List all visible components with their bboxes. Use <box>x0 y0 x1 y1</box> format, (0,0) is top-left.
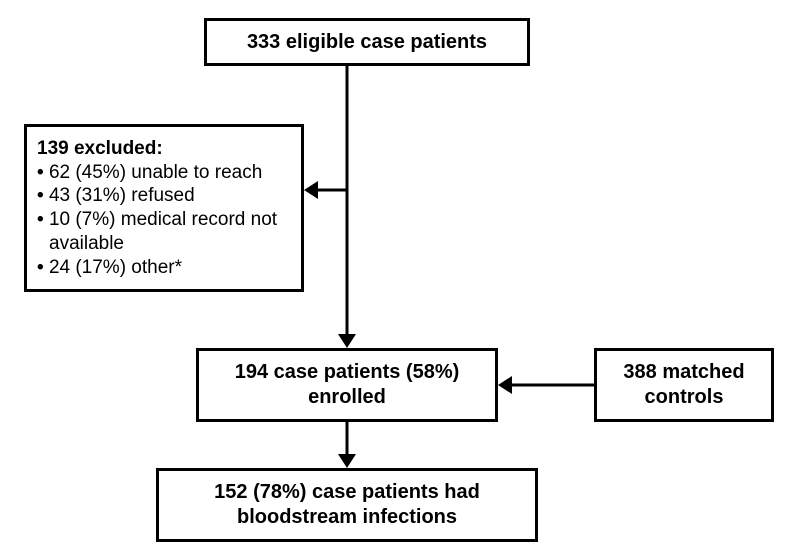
node-bsi-line1: 152 (78%) case patients had <box>159 480 535 505</box>
node-eligible: 333 eligible case patients <box>204 18 530 66</box>
arrowhead-down-icon <box>338 334 356 348</box>
node-eligible-text: 333 eligible case patients <box>207 31 527 54</box>
node-controls-line2: controls <box>597 385 771 410</box>
arrowhead-left-icon <box>498 376 512 394</box>
excluded-bullet: 62 (45%) unable to reach <box>37 161 291 185</box>
node-enrolled: 194 case patients (58%) enrolled <box>196 348 498 422</box>
arrowhead-left-icon <box>304 181 318 199</box>
arrowhead-down-icon <box>338 454 356 468</box>
excluded-bullet: 10 (7%) medical record not available <box>37 208 291 256</box>
node-excluded: 139 excluded: 62 (45%) unable to reach 4… <box>24 124 304 292</box>
node-controls: 388 matched controls <box>594 348 774 422</box>
node-bsi: 152 (78%) case patients had bloodstream … <box>156 468 538 542</box>
node-excluded-title: 139 excluded: <box>37 137 291 161</box>
node-enrolled-line2: enrolled <box>199 385 495 410</box>
node-enrolled-line1: 194 case patients (58%) <box>199 360 495 385</box>
excluded-bullet: 43 (31%) refused <box>37 184 291 208</box>
node-excluded-list: 62 (45%) unable to reach 43 (31%) refuse… <box>37 161 291 280</box>
node-controls-line1: 388 matched <box>597 360 771 385</box>
node-bsi-line2: bloodstream infections <box>159 505 535 530</box>
excluded-bullet: 24 (17%) other* <box>37 256 291 280</box>
